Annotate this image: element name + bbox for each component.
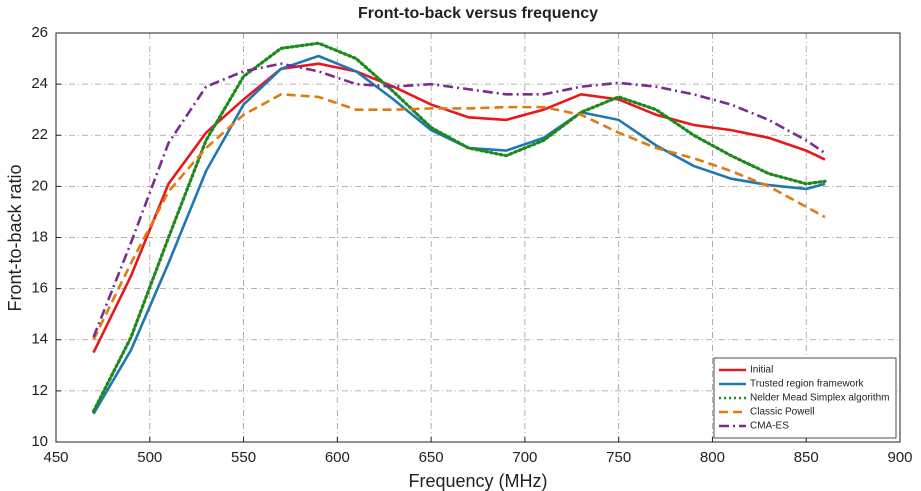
x-tick-label: 850 xyxy=(794,449,819,466)
x-tick-label: 550 xyxy=(231,449,256,466)
legend-label: Trusted region framework xyxy=(750,379,865,390)
y-tick-label: 24 xyxy=(31,75,48,92)
series-line xyxy=(91,41,827,413)
x-tick-label: 650 xyxy=(419,449,444,466)
legend-box xyxy=(713,357,897,439)
x-tick-label: 800 xyxy=(700,449,725,466)
chart-title: Front-to-back versus frequency xyxy=(358,5,598,22)
y-tick-label: 22 xyxy=(31,126,48,143)
x-tick-label: 750 xyxy=(606,449,631,466)
plot-frame xyxy=(55,32,901,443)
y-tick-label: 18 xyxy=(31,228,48,245)
series-line xyxy=(92,62,826,338)
y-axis-label: Front-to-back ratio xyxy=(5,164,25,311)
x-tick-label: 600 xyxy=(325,449,350,466)
y-tick-label: 20 xyxy=(31,177,48,194)
legend-label: Nelder Mead Simplex algorithm xyxy=(750,393,890,404)
legend-label: Initial xyxy=(750,365,773,376)
x-tick-label: 700 xyxy=(512,449,537,466)
y-tick-label: 12 xyxy=(31,382,48,399)
x-tick-label: 500 xyxy=(137,449,162,466)
x-tick-label: 450 xyxy=(43,449,68,466)
legend-label: Classic Powell xyxy=(750,407,814,418)
y-tick-label: 26 xyxy=(31,24,48,41)
x-tick-label: 900 xyxy=(887,449,912,466)
legend-label: CMA-ES xyxy=(750,421,789,432)
y-tick-label: 16 xyxy=(31,280,48,297)
series-line xyxy=(92,93,826,341)
x-axis-label: Frequency (MHz) xyxy=(408,471,547,491)
y-tick-label: 14 xyxy=(31,331,48,348)
legend: Initial Trusted region framework Nelder Me… xyxy=(713,357,897,439)
y-tick-label: 10 xyxy=(31,433,48,450)
